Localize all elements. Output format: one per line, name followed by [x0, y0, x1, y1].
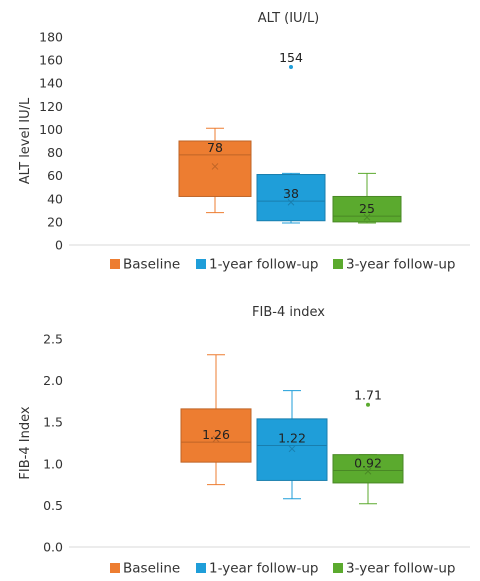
- legend-label: 3-year follow-up: [346, 257, 455, 273]
- y-tick-label: 120: [39, 99, 63, 114]
- mean-marker: [288, 445, 296, 453]
- y-tick-label: 100: [39, 122, 63, 137]
- y-tick-label: 40: [47, 191, 63, 206]
- y-tick-label: 1.5: [43, 415, 63, 430]
- box-body: [178, 140, 252, 197]
- y-tick-label: 20: [47, 214, 63, 229]
- y-tick-label: 2.5: [43, 332, 63, 347]
- legend-swatch: [196, 259, 206, 269]
- legend-label: Baseline: [123, 257, 180, 273]
- box-3: 25: [332, 172, 402, 224]
- median-data-label: 1.22: [278, 430, 306, 445]
- mean-marker: [212, 435, 220, 443]
- y-tick-label: 1.0: [43, 456, 63, 471]
- box-body: [180, 408, 252, 463]
- box-1: 78: [178, 127, 252, 214]
- chart-title: ALT (IU/L): [258, 11, 320, 26]
- legend-swatch: [333, 259, 343, 269]
- box-2: 1.22: [256, 390, 328, 500]
- y-axis-label: FIB-4 Index: [18, 406, 33, 479]
- y-tick-label: 60: [47, 168, 63, 183]
- median-data-label: 78: [207, 140, 223, 155]
- mean-marker: [287, 198, 295, 206]
- chart-1: ALT (IU/L) ALT level IU/L 0 20 40 60 80 100 120 1…: [18, 11, 470, 273]
- y-tick-label: 2.0: [43, 373, 63, 388]
- y-tick-label: 0.0: [43, 540, 63, 555]
- y-tick-label: 0: [55, 238, 63, 253]
- median-data-label: 38: [283, 186, 299, 201]
- y-tick-label: 140: [39, 76, 63, 91]
- box-body: [256, 174, 326, 222]
- y-tick-label: 160: [39, 53, 63, 68]
- outlier-label: 1.71: [354, 388, 382, 403]
- legend-label: Baseline: [123, 561, 180, 577]
- chart-title: FIB-4 index: [252, 305, 325, 320]
- median-data-label: 1.26: [202, 427, 230, 442]
- outlier-point: [366, 402, 370, 407]
- outlier-point: [289, 65, 293, 70]
- y-tick-label: 80: [47, 145, 63, 160]
- legend-label: 3-year follow-up: [346, 561, 455, 577]
- box-body: [256, 418, 328, 481]
- box-1: 1.26: [180, 354, 252, 486]
- mean-marker: [363, 213, 371, 221]
- chart-2: FIB-4 index FIB-4 Index 0.0 0.5 1.0 1.5 2.0 2.5…: [18, 305, 470, 577]
- mean-marker: [364, 467, 372, 475]
- legend-swatch: [110, 563, 120, 573]
- box-body: [332, 454, 404, 484]
- median-data-label: 25: [359, 201, 375, 216]
- y-tick-label: 180: [39, 30, 63, 45]
- box-3: 0.92 1.71: [332, 388, 404, 505]
- median-data-label: 0.92: [354, 455, 382, 470]
- legend-label: 1-year follow-up: [209, 257, 318, 273]
- legend-label: 1-year follow-up: [209, 561, 318, 577]
- box-2: 38 154: [256, 50, 326, 224]
- y-axis-label: ALT level IU/L: [18, 97, 33, 184]
- outlier-label: 154: [279, 50, 303, 65]
- y-tick-label: 0.5: [43, 498, 63, 513]
- mean-marker: [211, 163, 219, 170]
- legend-swatch: [196, 563, 206, 573]
- legend-swatch: [110, 259, 120, 269]
- legend-swatch: [333, 563, 343, 573]
